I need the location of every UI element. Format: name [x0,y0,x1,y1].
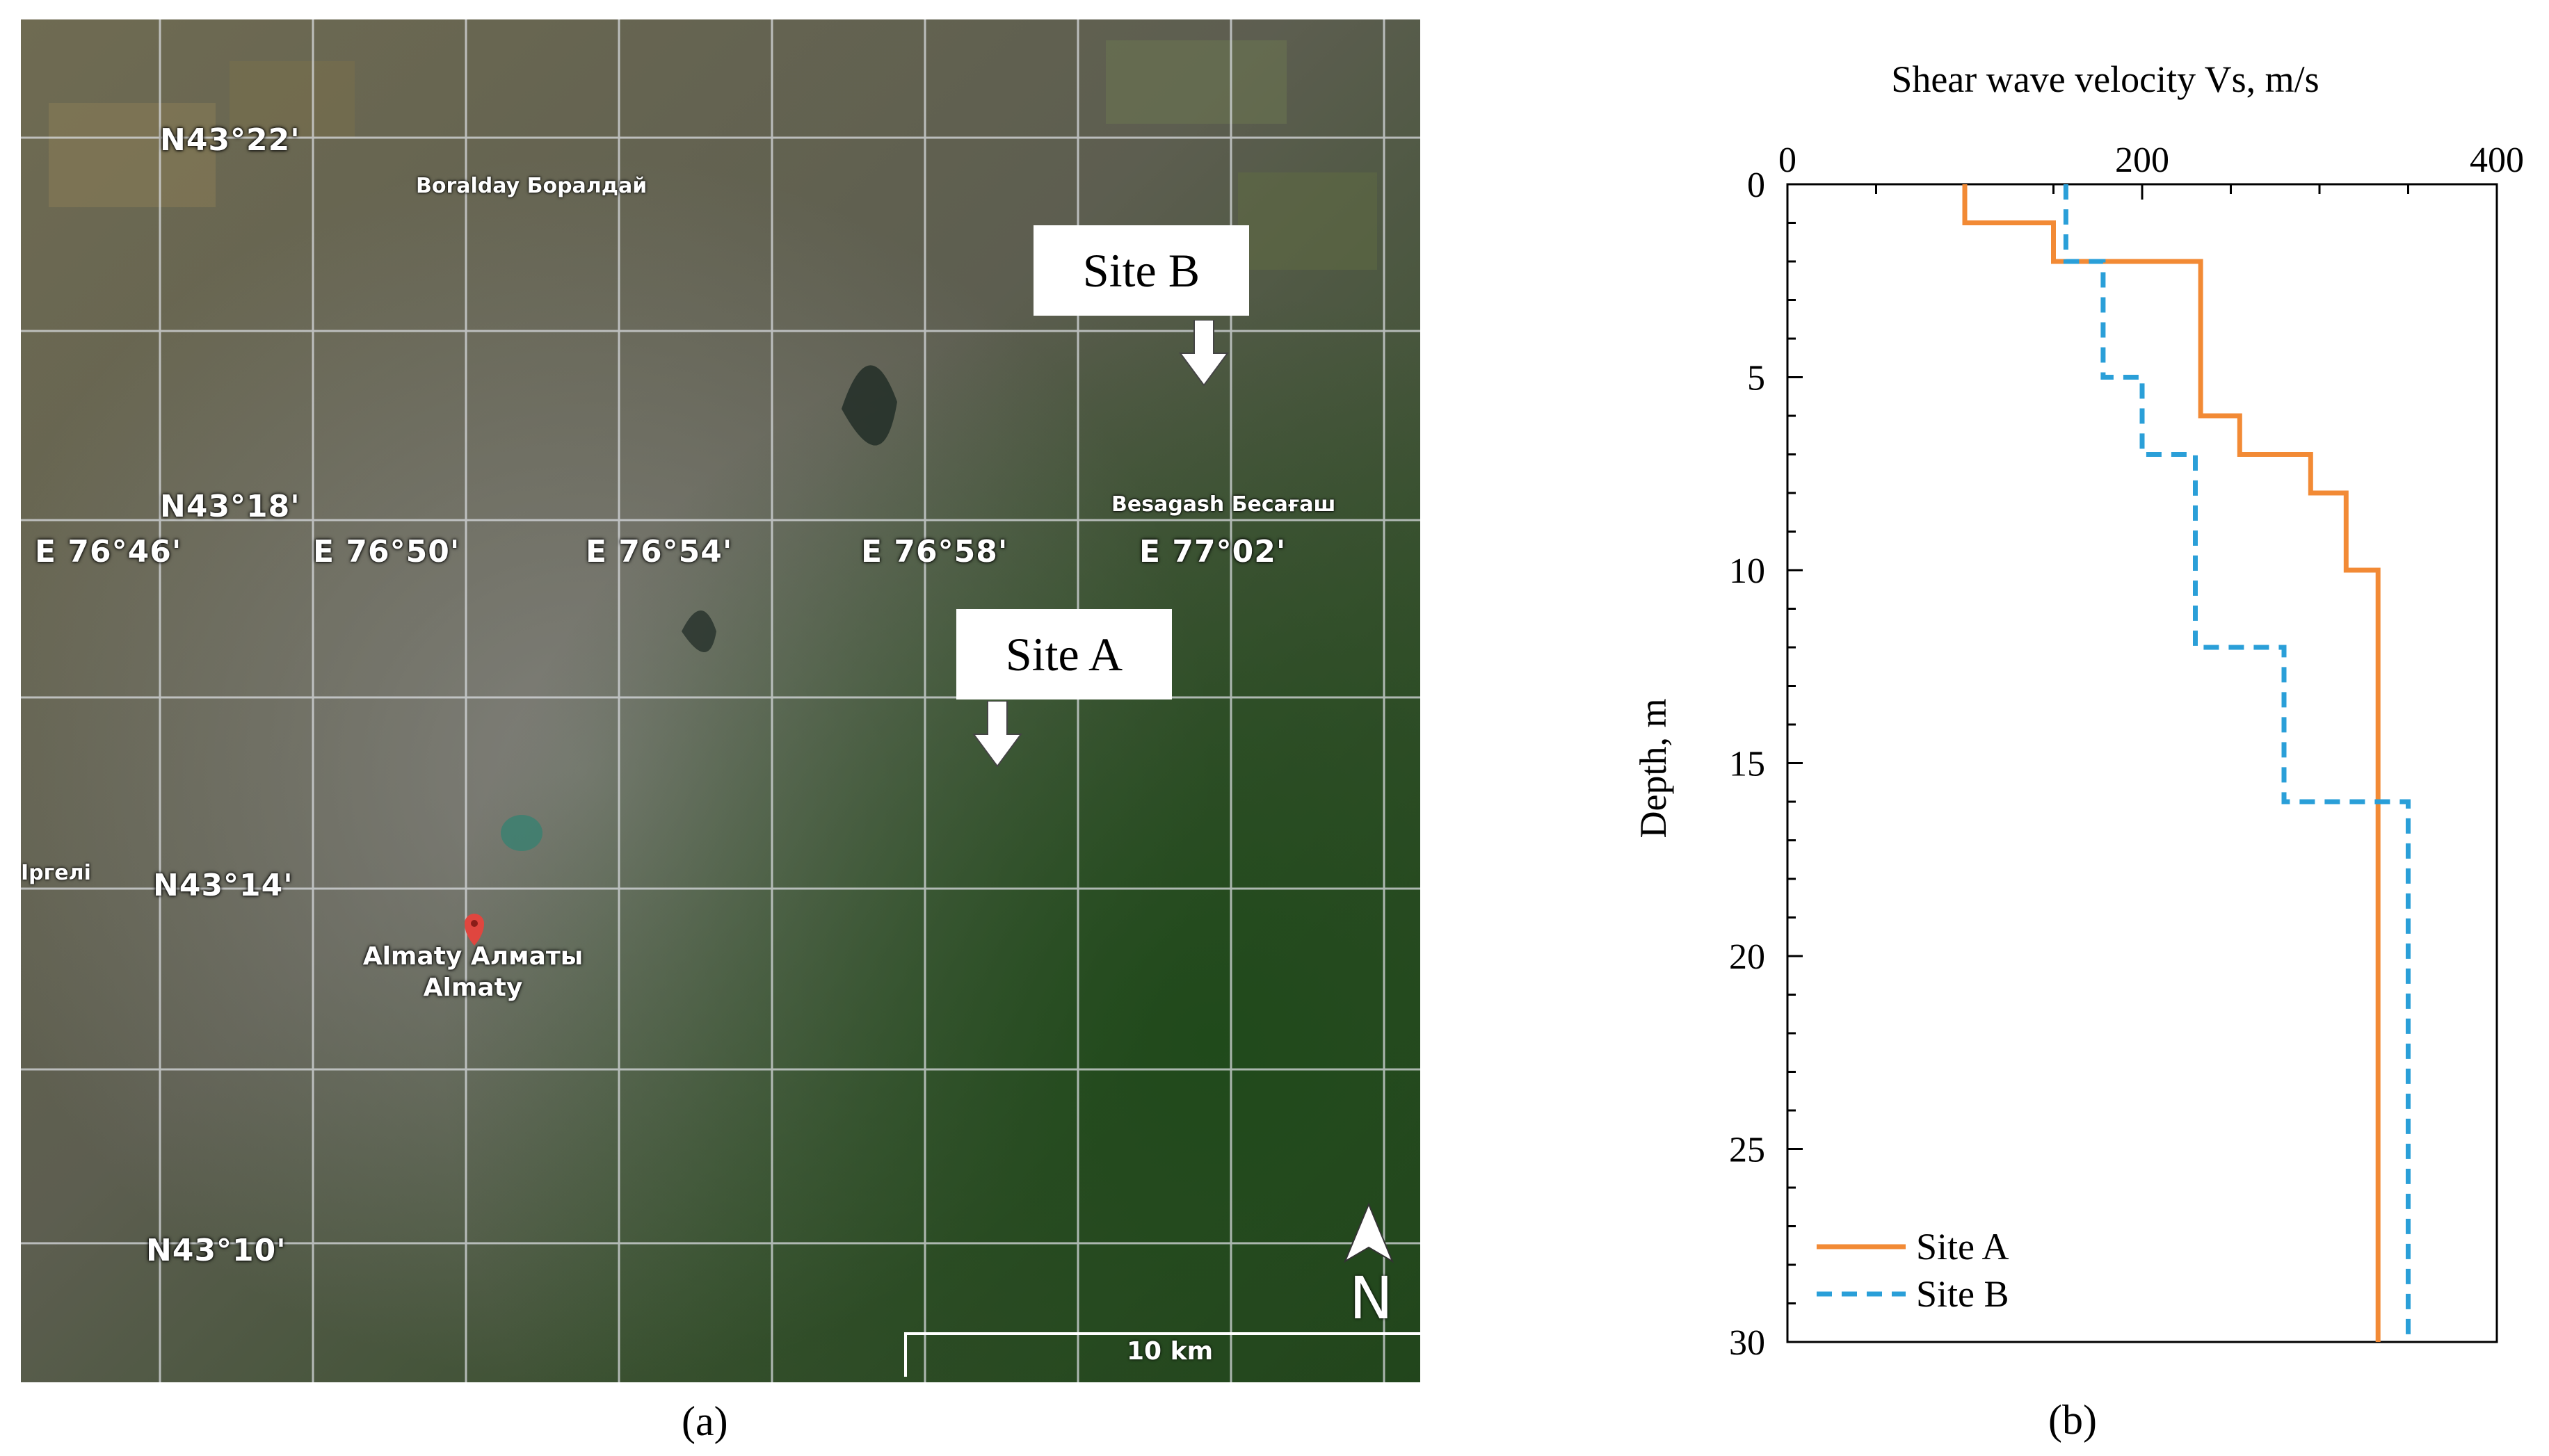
caption-a: (a) [682,1398,728,1444]
latitude-label: N43°22' [160,122,300,158]
longitude-label: E 76°50' [313,534,460,569]
legend-label: Site B [1916,1273,2009,1315]
site-b-label: Site B [1034,225,1249,316]
latitude-label: N43°14' [153,868,294,903]
caption-b: (b) [2048,1397,2097,1443]
x-axis-title: Shear wave velocity Vs, m/s [1891,58,2319,100]
city-label-almaty: Almaty Алматы Almaty [348,941,598,1003]
x-tick-label: 400 [2470,140,2524,180]
scale-bar [904,1332,1420,1377]
site-a-arrow-icon [972,701,1022,768]
longitude-label: E 77°02' [1139,534,1287,569]
longitude-label: E 76°46' [35,534,182,569]
y-tick-label: 30 [1729,1323,1765,1363]
place-label-besagash: Besagash Бесағаш [1111,492,1336,517]
y-axis-title: Depth, m [1632,699,1674,839]
satellite-map: N43°22' N43°18' N43°14' N43°10' E 76°46'… [21,19,1420,1382]
x-tick-label: 200 [2115,140,2169,180]
latitude-label: N43°10' [146,1233,287,1268]
y-tick-label: 5 [1747,359,1765,398]
site-a-label: Site A [956,609,1172,699]
longitude-label: E 76°54' [586,534,733,569]
scale-label: 10 km [1127,1337,1214,1366]
map-imagery [21,19,1420,1382]
series-line-site-b [2063,184,2411,1342]
y-tick-label: 10 [1729,551,1765,591]
y-tick-label: 25 [1729,1131,1765,1170]
longitude-label: E 76°58' [861,534,1008,569]
north-arrow-icon [1343,1202,1394,1263]
city-name-line: Almaty [423,973,523,1002]
plot-frame [1786,183,2498,1343]
place-label-irgeli: Іргелі [21,861,91,885]
y-tick-label: 20 [1729,937,1765,977]
city-name-line: Almaty Алматы [362,942,584,971]
location-pin-icon [465,914,484,946]
y-tick-label: 15 [1729,745,1765,784]
x-tick-label: 0 [1778,140,1796,180]
site-b-arrow-icon [1179,320,1229,387]
vs-depth-chart: Shear wave velocity Vs, m/s Depth, m 0 20… [1632,58,2524,1443]
north-label: N [1349,1264,1393,1332]
legend-label: Site A [1916,1226,2009,1268]
latitude-label: N43°18' [160,489,300,524]
place-label-boralday: Boralday Боралдай [416,174,648,198]
series-line-site-a [1962,184,2381,1342]
y-tick-label: 0 [1747,165,1765,205]
